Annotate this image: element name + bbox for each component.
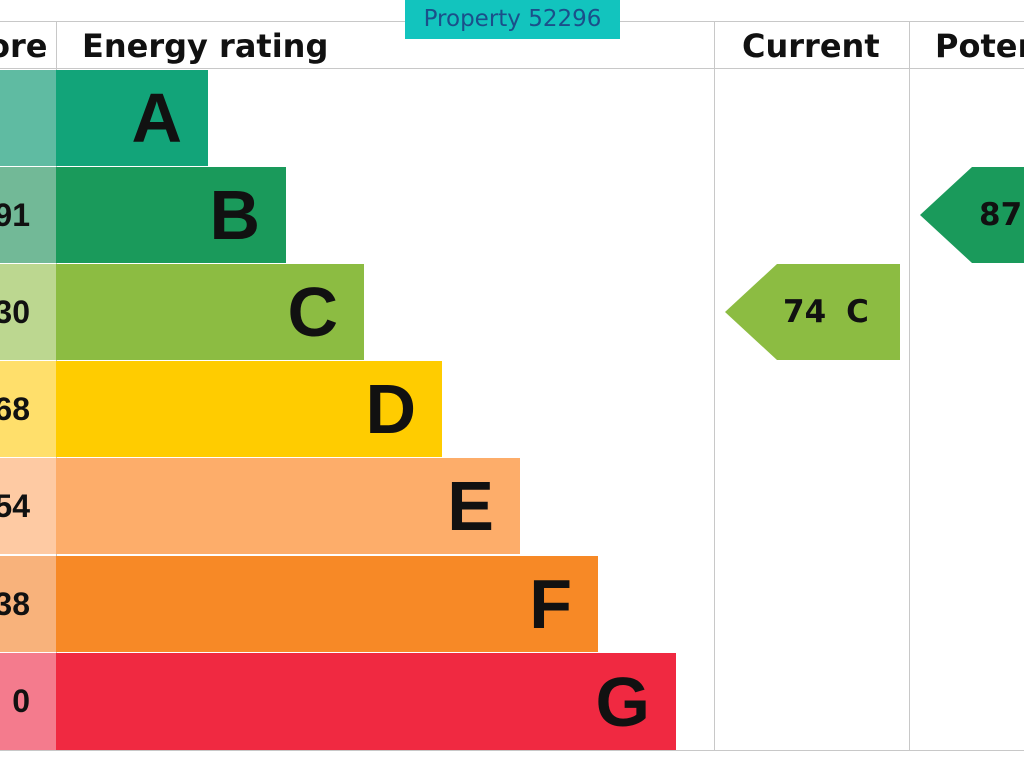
score-cell-a xyxy=(0,70,56,166)
band-bar-d: D xyxy=(56,361,442,457)
score-cell-f: 38 xyxy=(0,556,56,652)
score-label-f: 38 xyxy=(0,585,30,622)
header-bottom-line xyxy=(0,68,1024,69)
score-cell-g: 0 xyxy=(0,653,56,750)
score-label-b: 91 xyxy=(0,196,30,233)
score-label-c: 30 xyxy=(0,293,30,330)
header-energy-rating: Energy rating xyxy=(82,27,329,65)
potential-rating-arrow: 87 xyxy=(920,167,1024,263)
band-bar-c: C xyxy=(56,264,364,360)
band-letter-c: C xyxy=(287,273,338,351)
score-label-g: 0 xyxy=(12,683,30,719)
table-bottom-line xyxy=(0,750,1024,751)
current-rating-band: C xyxy=(846,294,869,330)
band-bar-g: G xyxy=(56,653,676,750)
band-letter-e: E xyxy=(447,467,494,545)
score-label-e: 54 xyxy=(0,487,30,524)
header-potential: Poter xyxy=(935,27,1024,65)
potential-rating-label: 87 xyxy=(979,197,1022,233)
score-cell-d: 68 xyxy=(0,361,56,457)
score-cell-e: 54 xyxy=(0,458,56,554)
current-divider-left xyxy=(714,21,715,751)
potential-rating-value: 87 xyxy=(979,197,1023,233)
score-cell-c: 30 xyxy=(0,264,56,360)
band-bar-b: B xyxy=(56,167,286,263)
current-rating-value: 74 xyxy=(783,294,827,330)
header-score: ore xyxy=(0,27,48,65)
header-current: Current xyxy=(742,27,880,65)
score-label-d: 68 xyxy=(0,390,30,427)
current-rating-arrow: 74 C xyxy=(725,264,900,360)
property-badge: Property 52296 xyxy=(405,0,620,39)
current-rating-label: 74 C xyxy=(783,294,869,330)
current-divider-right xyxy=(909,21,910,751)
band-letter-a: A xyxy=(131,79,182,157)
band-letter-g: G xyxy=(595,662,650,741)
band-bar-e: E xyxy=(56,458,520,554)
band-bar-a: A xyxy=(56,70,208,166)
band-letter-d: D xyxy=(365,370,416,448)
band-letter-f: F xyxy=(529,565,572,643)
band-bar-f: F xyxy=(56,556,598,652)
score-cell-b: 91 xyxy=(0,167,56,263)
band-letter-b: B xyxy=(209,176,260,254)
